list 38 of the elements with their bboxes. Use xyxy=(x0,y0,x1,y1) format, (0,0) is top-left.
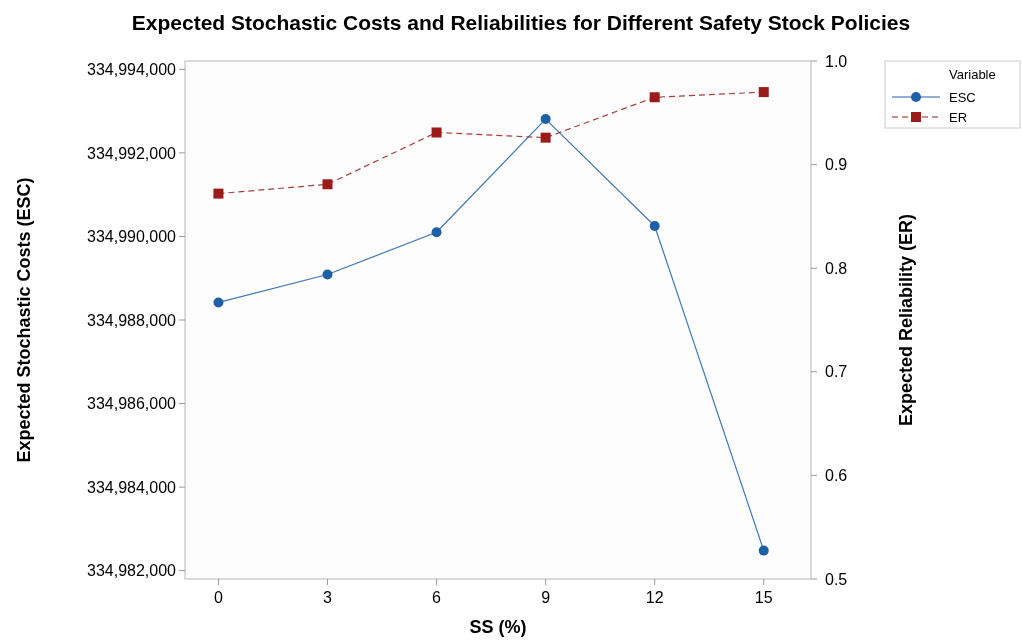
y2-tick-label: 0.5 xyxy=(825,570,848,588)
point xyxy=(322,179,333,190)
point xyxy=(213,188,224,199)
point xyxy=(431,227,442,238)
y-tick-label: 334,994,000 xyxy=(87,60,177,78)
x-tick-label: 9 xyxy=(541,589,551,606)
x-tick-label: 6 xyxy=(432,589,442,606)
legend-title: Variable xyxy=(949,67,996,82)
x-tick-label: 15 xyxy=(754,589,773,606)
y-tick-label: 334,986,000 xyxy=(87,395,177,413)
point xyxy=(649,221,660,232)
point xyxy=(213,297,224,308)
point xyxy=(431,127,442,138)
x-tick-label: 0 xyxy=(213,589,223,606)
x-tick-label: 3 xyxy=(323,589,333,606)
y2-tick-label: 0.7 xyxy=(825,363,848,381)
legend-label: ER xyxy=(949,109,968,125)
chart-title: Expected Stochastic Costs and Reliabilities for Different Safety Stock Policies xyxy=(131,11,911,34)
y-tick-label: 334,984,000 xyxy=(87,478,177,496)
y2-tick-label: 0.8 xyxy=(825,259,848,277)
point xyxy=(758,545,769,556)
y2-tick-label: 0.9 xyxy=(825,156,848,174)
y-tick-label: 334,990,000 xyxy=(87,228,177,246)
point xyxy=(322,269,333,280)
legend-label: ESC xyxy=(949,89,976,105)
x-tick-label: 12 xyxy=(645,589,664,606)
point xyxy=(540,132,551,143)
y2-axis-title: Expected Reliability (ER) xyxy=(896,213,916,427)
point xyxy=(758,87,769,98)
y2-tick-label: 1.0 xyxy=(825,52,848,70)
y-tick-label: 334,992,000 xyxy=(87,144,177,162)
point xyxy=(649,92,660,103)
y-tick-label: 334,982,000 xyxy=(87,562,177,580)
x-axis-title: SS (%) xyxy=(469,617,527,637)
point xyxy=(540,114,551,125)
y-axis-title: Expected Stochastic Costs (ESC) xyxy=(14,177,34,463)
y2-tick-label: 0.6 xyxy=(825,467,848,484)
y-tick-label: 334,988,000 xyxy=(87,311,177,329)
